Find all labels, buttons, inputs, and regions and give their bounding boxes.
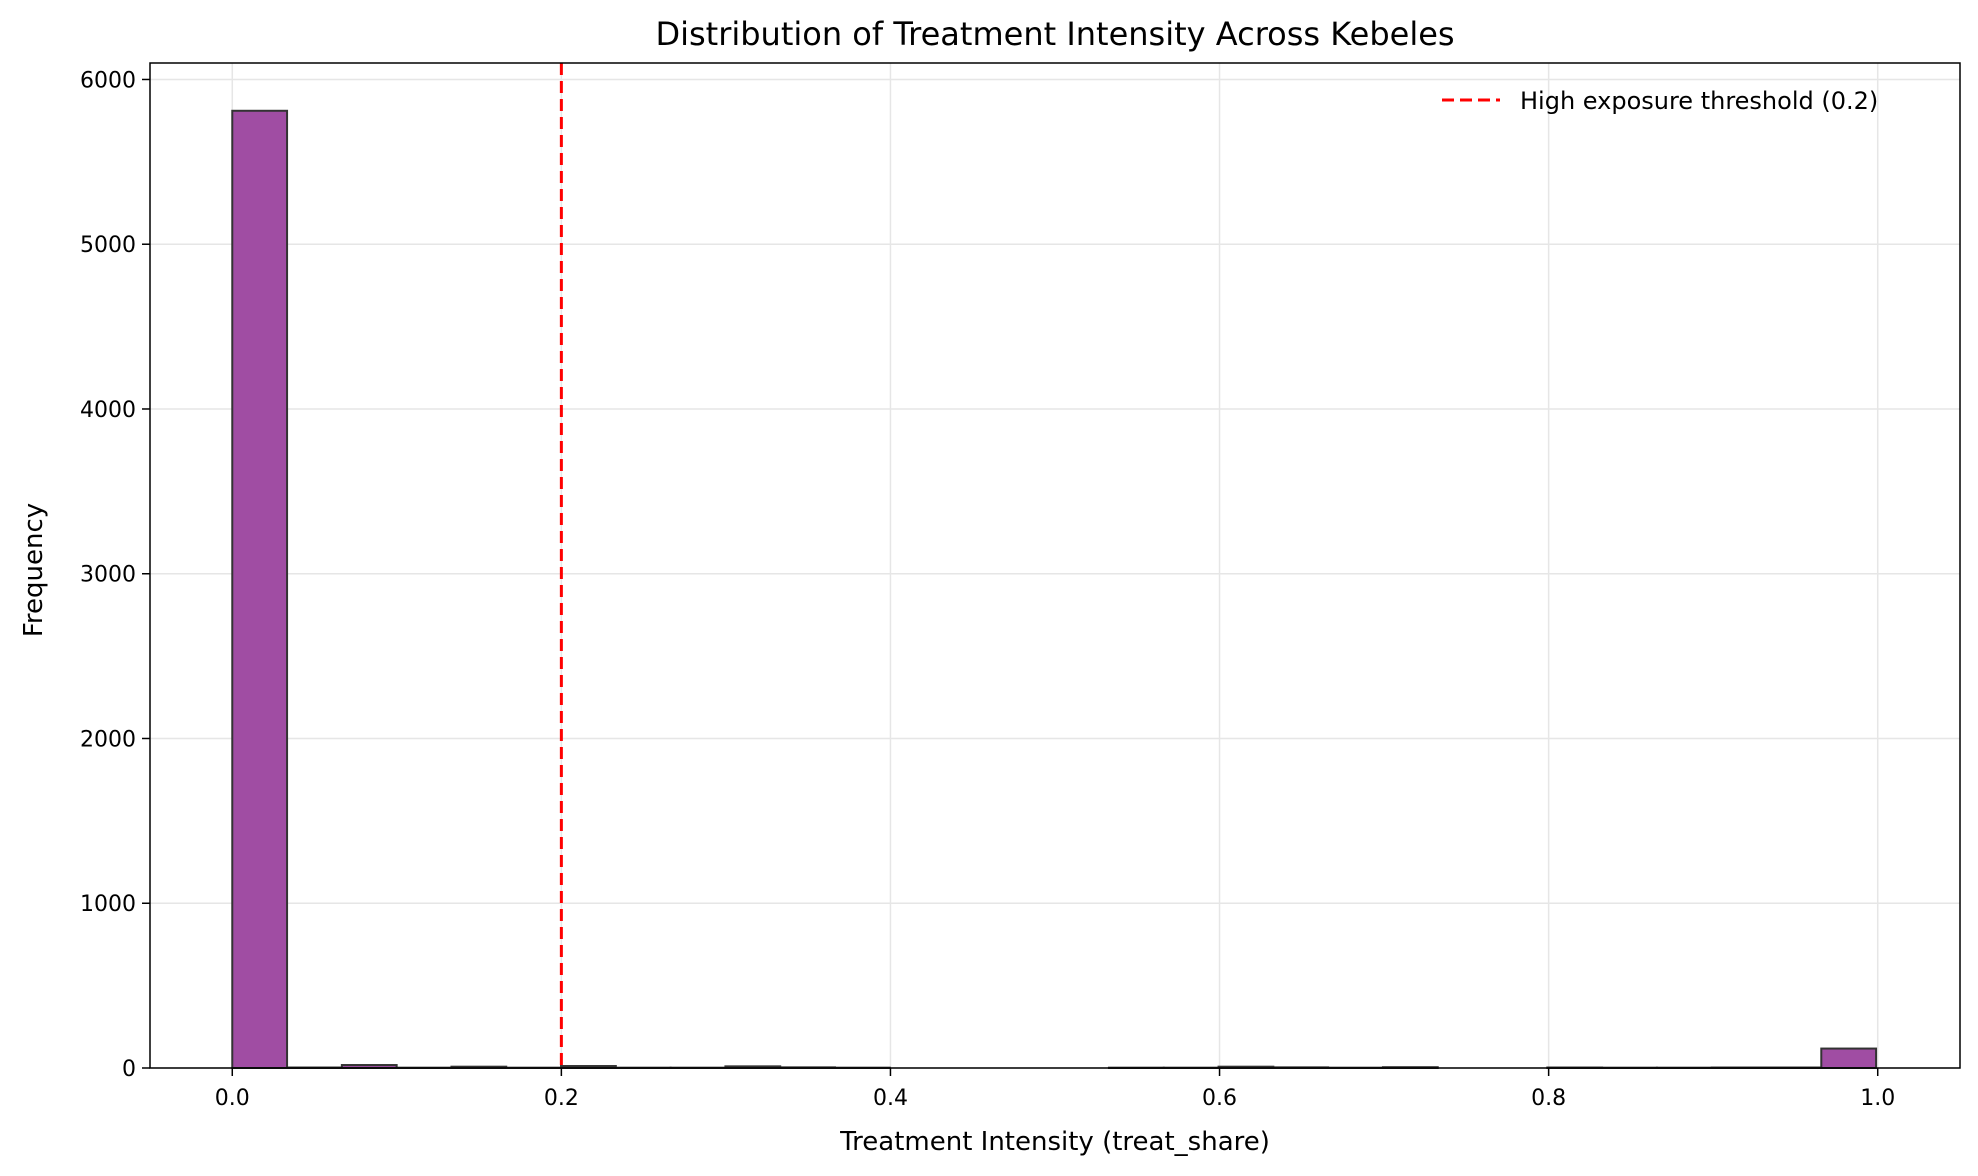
- histogram-bar: [231, 109, 289, 1069]
- x-tick-label: 0.4: [873, 1086, 908, 1111]
- y-tick-label: 3000: [80, 563, 136, 588]
- x-tick-label: 0.6: [1202, 1086, 1237, 1111]
- legend: High exposure threshold (0.2): [1442, 87, 1878, 115]
- y-tick-label: 2000: [80, 727, 136, 752]
- grid-lines: [150, 63, 1960, 1069]
- y-tick-label: 1000: [80, 892, 136, 917]
- plot-frame: [149, 62, 1961, 1069]
- x-tick-label: 0.2: [544, 1086, 579, 1111]
- x-tick-label: 0.0: [215, 1086, 250, 1111]
- legend-label-threshold: High exposure threshold (0.2): [1520, 87, 1878, 115]
- y-axis-ticks: 0 1000 2000 3000 4000 5000 6000: [80, 68, 150, 1082]
- chart-title: Distribution of Treatment Intensity Acro…: [655, 15, 1454, 53]
- x-axis-title: Treatment Intensity (treat_share): [839, 1127, 1270, 1157]
- y-axis-title: Frequency: [19, 503, 49, 637]
- y-tick-label: 4000: [80, 398, 136, 423]
- x-tick-label: 1.0: [1860, 1086, 1895, 1111]
- y-tick-label: 5000: [80, 233, 136, 258]
- histogram-bar: [1820, 1047, 1878, 1069]
- histogram-bars: [231, 109, 1878, 1070]
- y-tick-label: 0: [122, 1057, 136, 1082]
- x-tick-label: 0.8: [1531, 1086, 1566, 1111]
- y-tick-label: 6000: [80, 68, 136, 93]
- x-axis-ticks: 0.0 0.2 0.4 0.6 0.8 1.0: [215, 1068, 1895, 1111]
